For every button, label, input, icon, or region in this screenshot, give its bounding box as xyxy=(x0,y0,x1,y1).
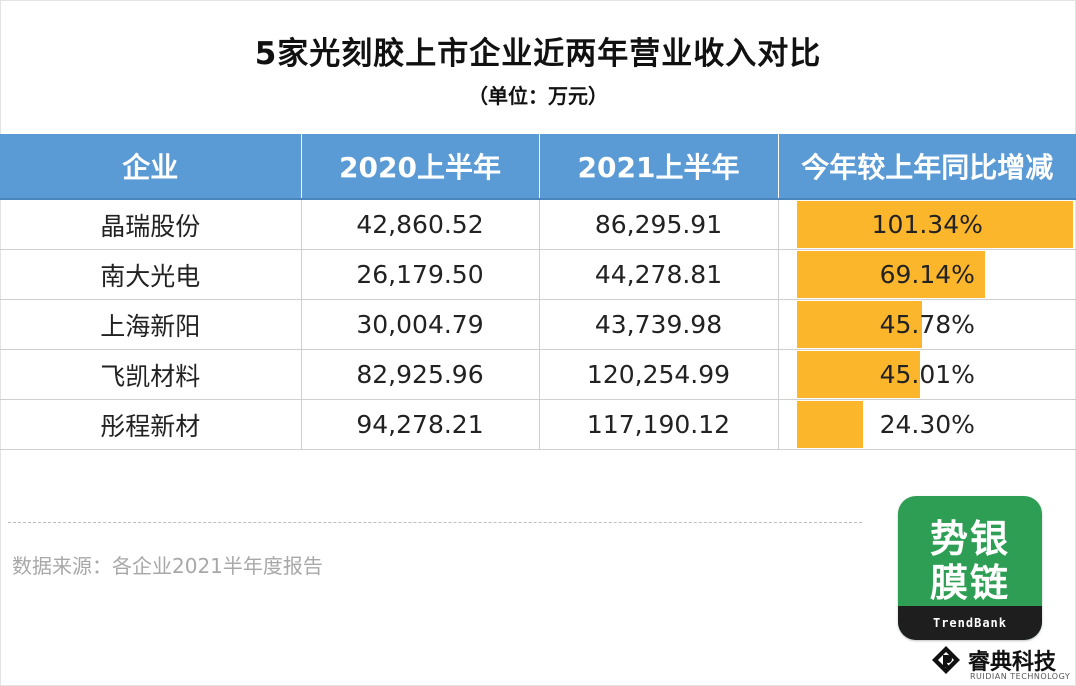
header-yoy-change: 今年较上年同比增减 xyxy=(778,134,1076,200)
cell-2020-h1: 30,004.79 xyxy=(301,299,540,350)
cell-2021-h1: 44,278.81 xyxy=(539,249,779,300)
table-header-row: 企业 2020上半年 2021上半年 今年较上年同比增减 xyxy=(0,134,1076,200)
cell-2021-h1: 120,254.99 xyxy=(539,349,779,400)
change-bar xyxy=(796,351,920,398)
change-bar xyxy=(796,301,922,348)
cell-yoy-change: 101.34% xyxy=(778,199,1076,250)
cell-2020-h1: 94,278.21 xyxy=(301,399,540,450)
change-label: 69.14% xyxy=(879,260,975,289)
header-2021-h1: 2021上半年 xyxy=(539,134,779,200)
data-source-note: 数据来源：各企业2021半年度报告 xyxy=(12,554,323,578)
cell-2021-h1: 86,295.91 xyxy=(539,199,779,250)
cell-2020-h1: 26,179.50 xyxy=(301,249,540,300)
change-bar xyxy=(796,401,863,448)
change-label: 45.01% xyxy=(879,360,975,389)
table-row: 彤程新材 94,278.21 117,190.12 24.30% xyxy=(0,399,1076,450)
dashed-divider xyxy=(8,522,862,523)
change-label: 24.30% xyxy=(879,410,975,439)
logo-line1: 势银 xyxy=(929,517,1010,561)
header-2020-h1: 2020上半年 xyxy=(301,134,540,200)
trendbank-logo: 势银 膜链 TrendBank xyxy=(898,496,1042,640)
cell-company: 飞凯材料 xyxy=(0,349,302,400)
logo-line2: 膜链 xyxy=(929,561,1010,605)
change-bar xyxy=(796,201,1073,248)
change-label: 45.78% xyxy=(879,310,975,339)
cell-company: 南大光电 xyxy=(0,249,302,300)
change-label: 101.34% xyxy=(871,210,983,239)
cell-yoy-change: 69.14% xyxy=(778,249,1076,300)
ruidian-logo-icon xyxy=(932,646,960,674)
brand-english: RUIDIAN TECHNOLOGY xyxy=(970,672,1071,681)
table-row: 飞凯材料 82,925.96 120,254.99 45.01% xyxy=(0,349,1076,400)
cell-company: 上海新阳 xyxy=(0,299,302,350)
table-row: 晶瑞股份 42,860.52 86,295.91 101.34% xyxy=(0,199,1076,250)
cell-company: 彤程新材 xyxy=(0,399,302,450)
cell-2021-h1: 43,739.98 xyxy=(539,299,779,350)
cell-yoy-change: 24.30% xyxy=(778,399,1076,450)
chart-title: 5家光刻胶上市企业近两年营业收入对比 xyxy=(254,36,822,72)
logo-band: TrendBank xyxy=(898,606,1042,640)
cell-company: 晶瑞股份 xyxy=(0,199,302,250)
brand-name: 睿典科技 xyxy=(968,650,1057,675)
change-bar xyxy=(796,251,985,298)
header-company: 企业 xyxy=(0,134,302,200)
cell-yoy-change: 45.78% xyxy=(778,299,1076,350)
cell-2020-h1: 42,860.52 xyxy=(301,199,540,250)
revenue-table: 企业 2020上半年 2021上半年 今年较上年同比增减 晶瑞股份 42,860… xyxy=(0,134,1076,450)
unit-subtitle: （单位：万元） xyxy=(468,84,608,108)
table-row: 南大光电 26,179.50 44,278.81 69.14% xyxy=(0,249,1076,300)
table-row: 上海新阳 30,004.79 43,739.98 45.78% xyxy=(0,299,1076,350)
cell-2020-h1: 82,925.96 xyxy=(301,349,540,400)
cell-yoy-change: 45.01% xyxy=(778,349,1076,400)
cell-2021-h1: 117,190.12 xyxy=(539,399,779,450)
